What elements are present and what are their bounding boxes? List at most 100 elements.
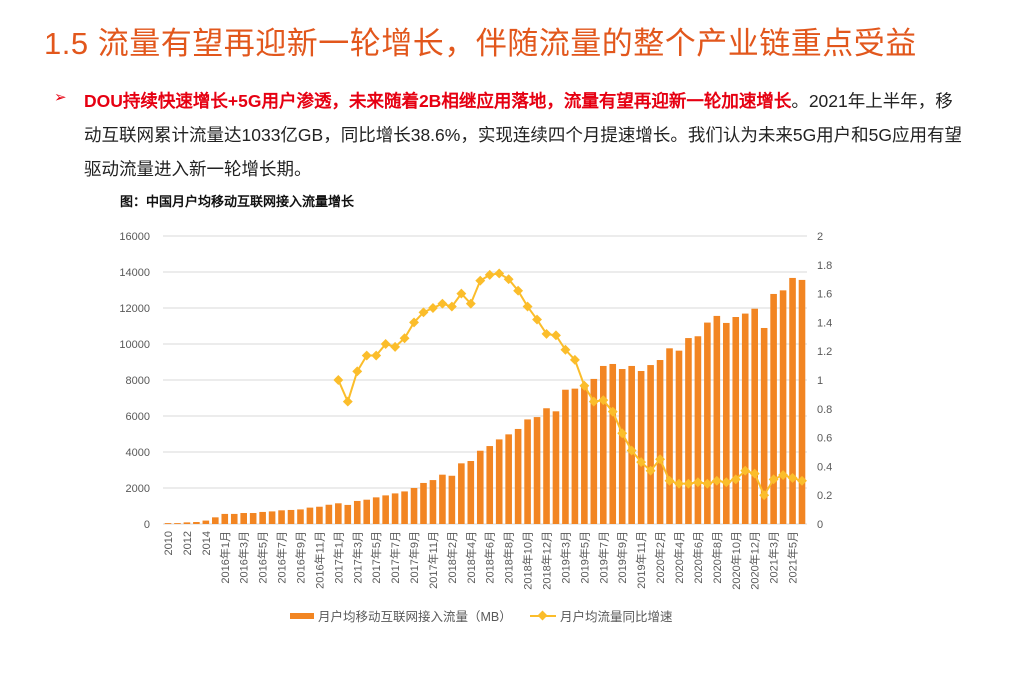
bar <box>571 388 579 524</box>
bar <box>685 338 692 524</box>
line-point <box>579 380 590 391</box>
x-tick-label: 2016年3月 <box>237 531 251 584</box>
figure-caption: 图：中国月户均移动互联网接入流量增长 <box>120 195 355 210</box>
line-point <box>428 303 438 313</box>
y-right-tick-label: 2 <box>817 231 823 243</box>
line-point <box>636 457 647 468</box>
x-tick-label: 2016年5月 <box>256 531 270 584</box>
bar <box>240 513 248 524</box>
line-point <box>342 396 353 407</box>
bar <box>543 408 550 524</box>
y-left-tick-label: 8000 <box>126 375 150 387</box>
bar <box>420 482 427 524</box>
bar <box>779 290 787 524</box>
x-tick-label: 2018年10月 <box>521 531 535 590</box>
bar <box>335 503 342 524</box>
bar <box>401 491 408 524</box>
bar <box>183 522 191 524</box>
line-point <box>475 275 486 286</box>
line-point <box>503 274 514 285</box>
x-tick-label: 2017年9月 <box>407 531 421 584</box>
x-tick-label: 2017年3月 <box>350 531 364 584</box>
line-point <box>465 298 476 309</box>
bar <box>514 428 522 524</box>
line-point <box>598 395 609 406</box>
y-left-tick-label: 16000 <box>119 231 150 243</box>
line-point <box>778 470 789 480</box>
y-right-tick-label: 0.4 <box>817 461 832 473</box>
x-tick-label: 2020年2月 <box>653 531 667 584</box>
bar <box>704 322 711 524</box>
bar <box>495 439 503 524</box>
bar <box>486 446 494 524</box>
x-tick-label: 2020年10月 <box>729 531 743 590</box>
line-point <box>730 474 741 485</box>
line-point <box>674 478 684 489</box>
x-tick-label: 2019年7月 <box>596 531 610 584</box>
x-tick-label: 2021年5月 <box>786 531 800 584</box>
line-point <box>446 301 457 312</box>
x-tick-label: 2019年9月 <box>615 531 629 584</box>
y-right-tick-label: 0.2 <box>817 490 832 502</box>
bar <box>212 517 219 524</box>
x-tick-label: 2021年3月 <box>767 531 781 584</box>
bar <box>221 513 229 524</box>
x-tick-label: 2016年7月 <box>275 531 289 584</box>
bar <box>202 520 210 524</box>
bar <box>297 509 304 524</box>
line-point <box>721 477 732 488</box>
line-point <box>797 475 807 486</box>
line-point <box>541 328 552 339</box>
line-point <box>607 406 618 417</box>
line-point <box>664 475 675 486</box>
bar <box>751 308 758 524</box>
bar <box>458 463 465 524</box>
bar <box>562 389 569 524</box>
line-point <box>740 465 751 476</box>
bar <box>798 279 806 524</box>
bar <box>552 411 560 524</box>
line-point <box>617 428 628 439</box>
line-point <box>655 454 666 465</box>
bar <box>505 434 512 524</box>
y-left-tick-label: 12000 <box>119 303 150 315</box>
bar <box>249 513 257 524</box>
x-tick-label: 2012 <box>182 531 194 555</box>
legend-bar: 月户均移动互联网接入流量（MB） <box>290 606 512 625</box>
bar <box>467 461 475 524</box>
line-point <box>371 350 382 361</box>
bar <box>476 450 484 524</box>
bar <box>647 365 654 524</box>
body-text: 。2021年上半年，移动互联网累计流量达1033亿GB，同比增长38.6%，实现… <box>84 91 963 179</box>
page-title: 1.5 流量有望再迎新一轮增长，伴随流量的整个产业链重点受益 <box>44 26 917 61</box>
bar <box>581 385 588 524</box>
line-point <box>437 298 448 309</box>
line-point <box>333 375 344 385</box>
line-point <box>494 268 505 279</box>
highlight-text: DOU持续快速增长+5G用户渗透，未来随着2B相继应用落地，流量有望再迎新一轮加… <box>84 91 792 111</box>
bar <box>164 523 172 524</box>
bar <box>618 369 626 524</box>
x-tick-label: 2017年1月 <box>331 531 345 584</box>
line-point <box>749 468 760 479</box>
x-tick-label: 2019年11月 <box>634 531 648 589</box>
arrow-bullet-icon: ➢ <box>54 89 67 106</box>
bar <box>344 504 352 524</box>
line-point <box>702 478 713 489</box>
bar <box>770 293 777 524</box>
line-point <box>759 490 770 501</box>
bar <box>760 327 768 524</box>
line-point <box>692 477 703 488</box>
bar <box>382 495 389 524</box>
line-swatch-icon <box>530 610 556 620</box>
y-right-tick-label: 1 <box>817 375 823 387</box>
bar <box>287 509 295 524</box>
bar <box>439 474 446 524</box>
bar <box>174 523 181 524</box>
y-right-tick-label: 1.6 <box>817 289 832 301</box>
line-point <box>390 341 401 352</box>
x-tick-label: 2019年3月 <box>558 531 572 584</box>
y-right-tick-label: 1.2 <box>817 346 832 358</box>
bar <box>694 336 702 524</box>
bar <box>372 497 380 524</box>
